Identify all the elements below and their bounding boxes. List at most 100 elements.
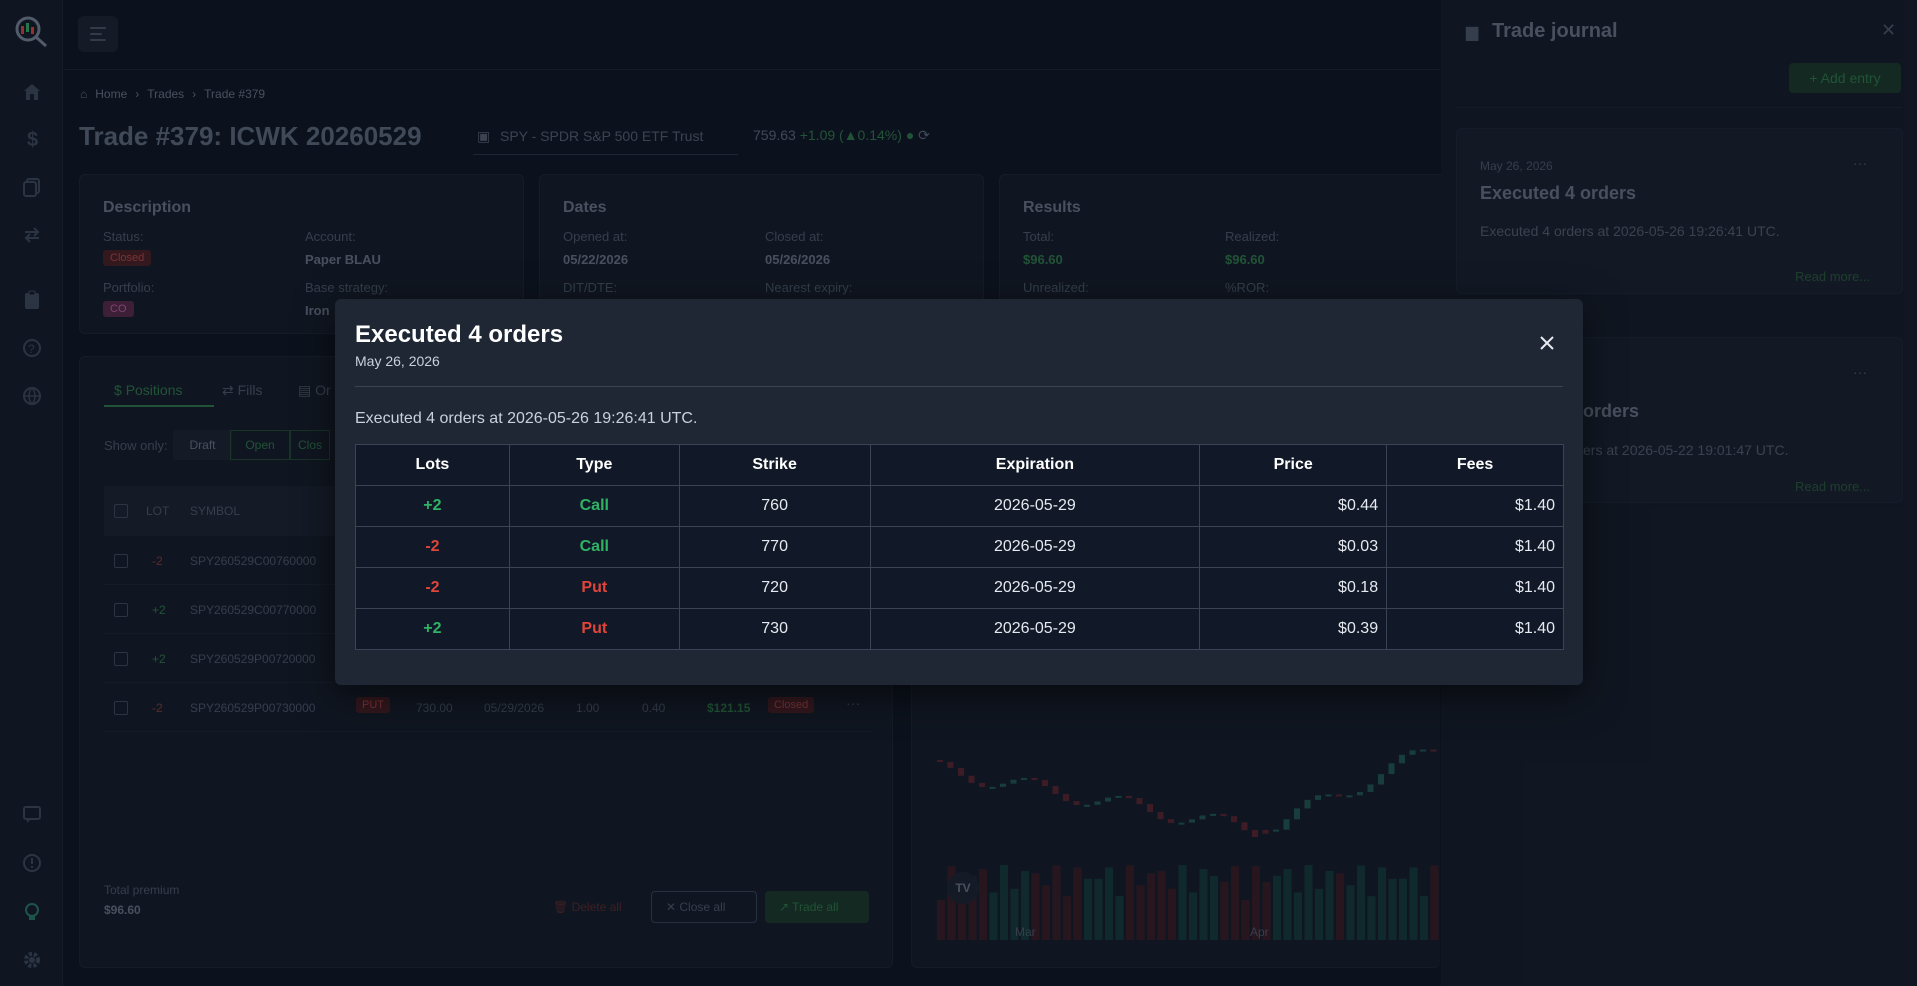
order-expiration: 2026-05-29 <box>869 608 1201 650</box>
help-icon[interactable]: ? <box>20 336 44 360</box>
order-lots: -2 <box>355 567 510 609</box>
read-more-link[interactable]: Read more... <box>1795 479 1871 494</box>
row-symbol: SPY260529C00760000 <box>190 554 317 568</box>
close-icon[interactable]: ✕ <box>1881 20 1897 40</box>
volume-bar <box>1399 878 1407 940</box>
chart-icon: ▣ <box>477 128 491 144</box>
candle <box>1430 749 1437 752</box>
read-more-link[interactable]: Read more... <box>1795 269 1871 284</box>
table-row[interactable]: -2 SPY260529P00730000 PUT 730.00 05/29/2… <box>104 683 872 732</box>
candle <box>1042 780 1048 786</box>
candle <box>1304 799 1311 809</box>
globe-icon[interactable] <box>20 384 44 408</box>
copy-icon[interactable] <box>20 175 44 199</box>
candle <box>968 775 975 783</box>
portfolio-badge[interactable]: CO <box>103 301 134 317</box>
transfer-icon[interactable] <box>20 223 44 247</box>
volume-bar <box>1115 896 1124 940</box>
col-fees: Fees <box>1386 444 1564 486</box>
filter-draft[interactable]: Draft <box>173 430 232 460</box>
candle <box>1388 763 1395 775</box>
col-lot: LOT <box>146 504 170 518</box>
order-fees: $1.40 <box>1386 567 1564 609</box>
volume-bar <box>979 869 987 940</box>
ticker-select[interactable]: ▣ SPY - SPDR S&P 500 ETF Trust <box>473 122 738 155</box>
tab-orders[interactable]: ▤ Or <box>298 382 331 399</box>
candle <box>1346 795 1353 798</box>
status-badge: Closed <box>103 250 152 266</box>
alert-icon[interactable] <box>20 851 44 875</box>
add-entry-button[interactable]: + Add entry <box>1789 63 1901 93</box>
candle <box>937 760 943 762</box>
entry-title: orders <box>1583 401 1640 421</box>
add-entry-label: Add entry <box>1820 70 1881 86</box>
app-logo-icon[interactable] <box>12 14 50 48</box>
dollar-icon[interactable]: $ <box>20 127 44 151</box>
tradingview-logo-icon[interactable]: TV <box>947 872 979 904</box>
volume-bar <box>958 881 966 940</box>
breadcrumb-trades[interactable]: Trades <box>147 87 185 101</box>
row-checkbox[interactable] <box>114 652 128 666</box>
lightbulb-icon[interactable] <box>20 900 44 924</box>
tab-positions[interactable]: $ Positions <box>114 382 183 398</box>
col-symbol[interactable]: SYMBOL <box>190 504 241 518</box>
volume-bar <box>1126 865 1134 940</box>
breadcrumb-home[interactable]: Home <box>95 87 128 101</box>
journal-entry[interactable]: May 26, 2026 ··· Executed 4 orders Execu… <box>1456 128 1903 294</box>
home-icon[interactable]: ⌂ <box>80 87 88 101</box>
ticker-label: SPY - SPDR S&P 500 ETF Trust <box>500 128 704 144</box>
order-type: Put <box>508 567 680 609</box>
volume-bar <box>1063 896 1071 940</box>
candle <box>1031 777 1038 781</box>
close-icon[interactable] <box>1535 331 1559 355</box>
filter-closed[interactable]: Clos <box>290 430 330 460</box>
results-heading: Results <box>1023 199 1081 216</box>
orders-header-row: Lots Type Strike Expiration Price Fees <box>355 444 1564 486</box>
trend-icon: ↗ <box>779 900 793 914</box>
order-row: -2 Put 720 2026-05-29 $0.18 $1.40 <box>355 567 1564 609</box>
settings-gear-icon[interactable] <box>20 948 44 972</box>
refresh-icon[interactable]: ⟳ <box>918 127 930 143</box>
row-more-icon[interactable]: ··· <box>846 695 860 711</box>
candle <box>1094 801 1101 805</box>
description-heading: Description <box>103 199 192 216</box>
candle <box>1357 791 1363 796</box>
volume-bar <box>1021 871 1029 940</box>
delete-all-button[interactable]: 🗑 Delete all <box>535 891 643 923</box>
clipboard-icon[interactable] <box>20 288 44 312</box>
plus-icon: + <box>1809 70 1821 86</box>
volume-bar <box>1178 865 1187 940</box>
chevron-right-icon: › <box>192 87 197 101</box>
col-lots: Lots <box>355 444 510 486</box>
journal-icon: ▆ <box>1466 24 1479 41</box>
row-checkbox[interactable] <box>114 554 128 568</box>
divider <box>1456 107 1902 108</box>
menu-toggle-button[interactable] <box>78 16 118 52</box>
home-icon[interactable] <box>20 80 44 104</box>
candle <box>1336 794 1342 797</box>
row-checkbox[interactable] <box>114 701 128 715</box>
volume-bar <box>1031 873 1040 940</box>
chat-icon[interactable] <box>20 802 44 826</box>
col-expiration: Expiration <box>869 444 1201 486</box>
more-icon[interactable]: ··· <box>1853 155 1867 171</box>
journal-title: Trade journal <box>1492 20 1618 42</box>
trade-all-button[interactable]: ↗ Trade all <box>765 891 869 923</box>
candle <box>1262 830 1269 834</box>
candle <box>1241 822 1248 831</box>
filter-open[interactable]: Open <box>230 430 290 460</box>
select-all-checkbox[interactable] <box>114 504 128 518</box>
tab-fills[interactable]: ⇄ Fills <box>222 382 263 399</box>
volume-bar <box>1262 881 1271 940</box>
chevron-right-icon: › <box>135 87 140 101</box>
close-all-button[interactable]: ✕ Close all <box>651 891 757 923</box>
row-checkbox[interactable] <box>114 603 128 617</box>
more-icon[interactable]: ··· <box>1853 364 1867 380</box>
trash-icon: 🗑 <box>553 900 572 914</box>
menu-bar <box>90 33 102 35</box>
row-lot: +2 <box>152 652 166 666</box>
entry-date: May 26, 2026 <box>1480 159 1553 173</box>
order-row: +2 Call 760 2026-05-29 $0.44 $1.40 <box>355 485 1564 527</box>
order-lots: +2 <box>355 485 510 527</box>
volume-bar <box>937 900 945 940</box>
